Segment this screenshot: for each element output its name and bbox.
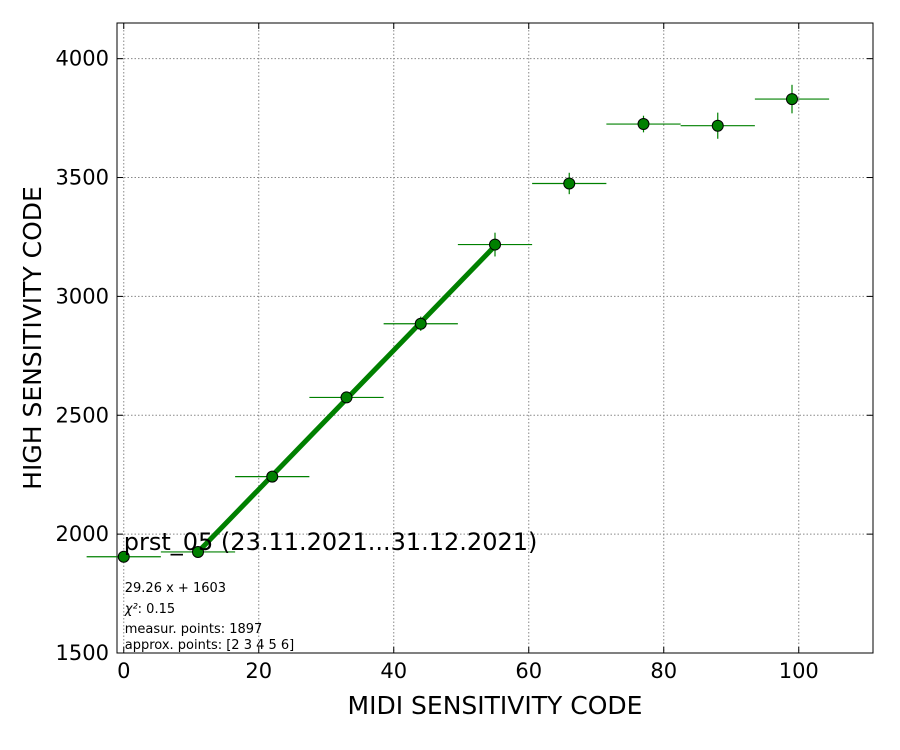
y-tick-label: 3000	[56, 284, 109, 308]
data-point	[414, 317, 427, 330]
x-tick-label: 40	[380, 659, 407, 683]
data-point	[637, 118, 650, 131]
x-axis-label: MIDI SENSITIVITY CODE	[348, 691, 643, 720]
x-tick-label: 100	[779, 659, 819, 683]
measur-points-annotation: measur. points: 1897	[125, 622, 263, 637]
data-point	[117, 550, 130, 563]
data-point	[192, 545, 204, 558]
x-tick-label: 60	[515, 659, 542, 683]
y-tick-label: 2000	[56, 522, 109, 546]
approx-points-annotation: approx. points: [2 3 4 5 6]	[125, 638, 295, 653]
data-point	[266, 470, 279, 483]
y-tick-label: 2500	[56, 403, 109, 427]
x-tick-label: 80	[650, 659, 677, 683]
chi2-value: : 0.15	[138, 602, 175, 617]
grid	[117, 23, 873, 654]
data-point	[563, 177, 576, 190]
errorbars	[86, 84, 830, 560]
x-tick-label: 20	[245, 659, 272, 683]
y-axis-label: HIGH SENSITIVITY CODE	[18, 186, 47, 490]
y-tick-label: 3500	[56, 166, 109, 190]
data-point	[489, 238, 501, 251]
chi2-symbol: χ²	[124, 602, 138, 617]
x-tick-label: 0	[117, 659, 130, 683]
fit-equation-annotation: 29.26 x + 1603	[125, 581, 226, 596]
y-tick-label: 1500	[56, 641, 109, 665]
plot-frame	[116, 22, 874, 654]
ticks: 0 20 40 60 80 100 1500 2000 2500 3000 3500 4000	[56, 23, 873, 683]
data-point	[786, 93, 798, 106]
markers	[117, 93, 798, 563]
chi2-annotation: χ²: 0.15	[124, 602, 175, 617]
data-point	[711, 119, 724, 132]
dataset-title-annotation: prst_05 (23.11.2021...31.12.2021)	[124, 528, 538, 556]
y-tick-label: 4000	[56, 47, 109, 71]
data-point	[340, 391, 353, 404]
